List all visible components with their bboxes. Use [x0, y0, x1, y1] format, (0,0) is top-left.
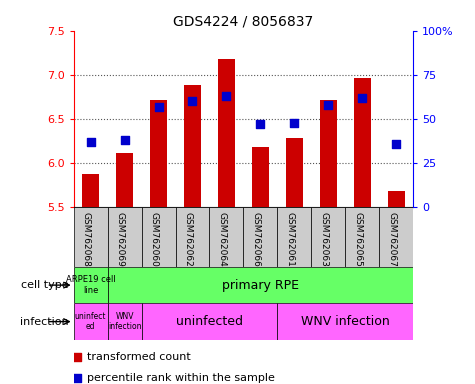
Point — [271, 259, 278, 265]
Text: WNV infection: WNV infection — [301, 315, 389, 328]
Text: transformed count: transformed count — [87, 352, 191, 362]
Bar — [312, 207, 345, 267]
Text: percentile rank within the sample: percentile rank within the sample — [87, 373, 275, 383]
Text: uninfected: uninfected — [176, 315, 243, 328]
Point — [87, 139, 95, 145]
Bar — [142, 303, 277, 340]
Text: cell type: cell type — [21, 280, 69, 290]
Text: GSM762064: GSM762064 — [218, 212, 227, 267]
Bar — [388, 192, 405, 207]
Bar — [74, 267, 107, 303]
Point — [291, 119, 298, 126]
Text: WNV
infection: WNV infection — [108, 312, 142, 331]
Bar — [116, 152, 133, 207]
Bar — [107, 303, 142, 340]
Bar — [184, 86, 201, 207]
Point — [324, 102, 332, 108]
Title: GDS4224 / 8056837: GDS4224 / 8056837 — [173, 14, 314, 28]
Text: GSM762060: GSM762060 — [150, 212, 159, 267]
Bar — [277, 303, 413, 340]
Text: GSM762065: GSM762065 — [353, 212, 362, 267]
Bar — [74, 207, 107, 267]
Bar — [286, 139, 303, 207]
Bar — [209, 207, 243, 267]
Point — [223, 93, 230, 99]
Bar — [176, 207, 209, 267]
Bar — [320, 99, 337, 207]
Text: GSM762067: GSM762067 — [387, 212, 396, 267]
Point — [189, 98, 196, 104]
Text: GSM762063: GSM762063 — [319, 212, 328, 267]
Point — [392, 141, 400, 147]
Bar — [74, 303, 107, 340]
Bar — [379, 207, 413, 267]
Text: GSM762069: GSM762069 — [115, 212, 124, 267]
Bar — [82, 174, 99, 207]
Bar — [107, 207, 142, 267]
Point — [121, 137, 128, 143]
Bar — [218, 59, 235, 207]
Text: GSM762061: GSM762061 — [285, 212, 294, 267]
Bar — [277, 207, 311, 267]
Text: infection: infection — [20, 316, 69, 327]
Text: GSM762068: GSM762068 — [82, 212, 91, 267]
Point — [256, 121, 264, 127]
Bar — [243, 207, 277, 267]
Text: GSM762066: GSM762066 — [251, 212, 260, 267]
Text: ARPE19 cell
line: ARPE19 cell line — [66, 275, 115, 295]
Point — [155, 104, 162, 110]
Text: GSM762062: GSM762062 — [183, 212, 192, 267]
Bar — [252, 147, 269, 207]
Point — [271, 62, 278, 68]
Bar — [142, 207, 176, 267]
Text: uninfect
ed: uninfect ed — [75, 312, 106, 331]
Bar — [354, 78, 371, 207]
Point — [359, 95, 366, 101]
Bar — [150, 99, 167, 207]
Bar — [345, 207, 379, 267]
Text: primary RPE: primary RPE — [222, 279, 299, 291]
